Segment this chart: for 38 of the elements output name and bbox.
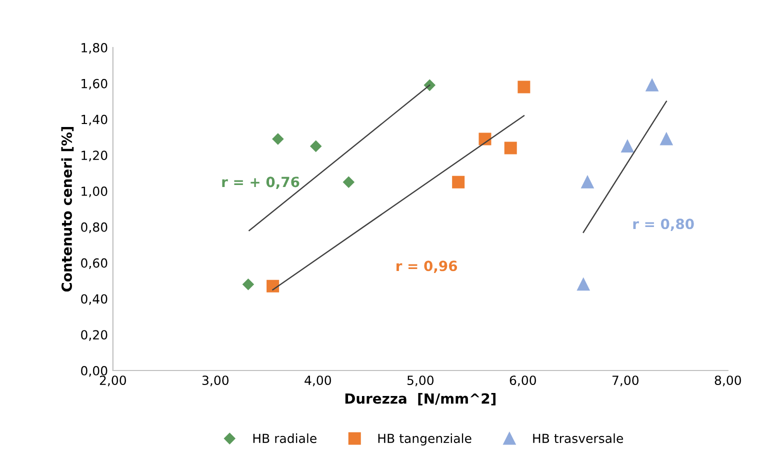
y-tick-label: 0,20: [81, 330, 108, 341]
y-tick-label: 0,80: [81, 222, 108, 234]
point: [272, 133, 284, 145]
x-tick-label: 5,00: [407, 376, 434, 386]
point: [581, 176, 594, 188]
legend-label: HB radiale: [253, 433, 316, 444]
x-tick-label: 8,00: [714, 376, 741, 386]
point: [518, 80, 530, 94]
point: [343, 176, 354, 188]
y-tick-label: 1,20: [82, 150, 108, 162]
point: [646, 78, 658, 92]
y-tick-label: 0,60: [81, 258, 108, 270]
y-axis-title: Contenuto ceneri [%]: [61, 126, 74, 292]
x-tick-label: 4,00: [304, 376, 332, 386]
x-tick-label: 3,00: [202, 376, 229, 386]
x-axis-title: Durezza [N/mm^2]: [345, 393, 496, 406]
point: [452, 176, 465, 188]
y-tick-label: 1,80: [82, 42, 108, 54]
x-tick-label: 2,00: [100, 376, 126, 386]
y-tick-label: 0,40: [81, 294, 108, 305]
point: [310, 140, 322, 152]
y-tick-label: 1,60: [82, 78, 108, 90]
legend-label: HB trasversale: [533, 433, 624, 444]
legend-label: HB tangenziale: [378, 433, 472, 446]
point: [242, 278, 254, 290]
point: [504, 142, 517, 154]
point: [266, 280, 280, 292]
annotation: r = + 0,76: [222, 176, 300, 189]
x-tick-label: 6,00: [510, 376, 536, 386]
y-tick-label: 0,00: [81, 366, 108, 377]
y-tick-label: 1,40: [82, 114, 108, 126]
annotation: r = 0,96: [396, 260, 458, 273]
point: [660, 132, 673, 146]
x-tick-label: 7,00: [612, 376, 638, 386]
point: [621, 140, 634, 152]
y-tick-label: 1,00: [82, 186, 108, 198]
annotation: r = 0,80: [633, 218, 694, 231]
point: [577, 278, 590, 291]
